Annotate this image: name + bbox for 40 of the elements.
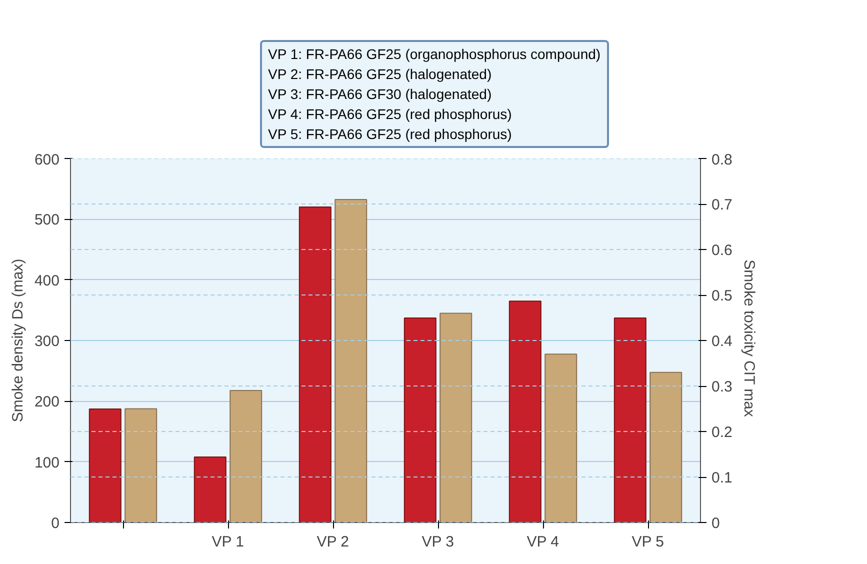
y2-tick-label: 0.8 — [712, 152, 732, 168]
y-tick-label: 500 — [34, 212, 60, 229]
x-tick-label: VP 5 — [632, 534, 664, 550]
bar — [194, 456, 226, 522]
bar — [334, 198, 368, 522]
bar — [650, 372, 682, 522]
y2-axis-title: Smoke toxicity CIT max — [740, 260, 758, 418]
y2-tick-label: 0 — [712, 515, 720, 532]
y-tick-label: 400 — [34, 272, 60, 290]
bar — [88, 408, 122, 522]
y2-tick-label: 0.5 — [712, 288, 732, 304]
text: VP 4: FR-PA66 GF25 (red phosphorus) — [268, 106, 512, 122]
y-tick-label: 600 — [34, 152, 60, 168]
bar — [124, 408, 158, 522]
text: VP 5: FR-PA66 GF25 (red phosphorus) — [268, 126, 512, 142]
y-axis-title: Smoke density Ds (max) — [9, 258, 26, 422]
bar — [230, 390, 262, 522]
y2-tick-label: 0.6 — [712, 242, 732, 259]
text: VP 2: FR-PA66 GF25 (halogenated) — [268, 66, 492, 82]
x-tick-label: VP 2 — [316, 534, 349, 550]
y-tick-label: 0 — [51, 515, 60, 532]
text: VP 3: FR-PA66 GF30 (halogenated) — [268, 86, 492, 102]
y2-tick-label: 0.3 — [712, 378, 732, 396]
bar — [614, 318, 646, 522]
y-tick-label: 100 — [34, 454, 60, 472]
y2-tick-label: 0.1 — [712, 470, 732, 486]
y-tick-label: 300 — [34, 333, 60, 350]
bar — [404, 318, 436, 522]
y2-tick-label: 0.4 — [712, 333, 732, 350]
y2-tick-label: 0.7 — [712, 196, 732, 214]
bar — [440, 312, 472, 522]
y-tick-label: 200 — [34, 394, 60, 411]
x-tick-label: VP 1 — [212, 534, 244, 550]
x-tick-label: VP 3 — [422, 534, 454, 550]
bar — [544, 354, 578, 522]
y2-tick-label: 0.2 — [712, 424, 732, 441]
bar — [298, 206, 332, 522]
bar — [508, 300, 542, 522]
x-tick-label: VP 4 — [526, 534, 559, 550]
text: VP 1: FR-PA66 GF25 (organophosphorus compound) — [268, 46, 601, 62]
